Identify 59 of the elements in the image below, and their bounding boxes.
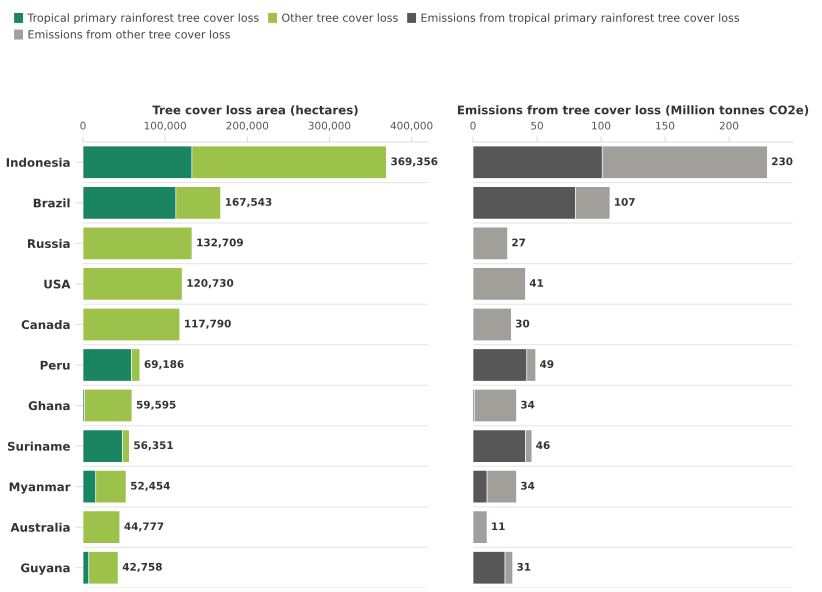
y-tick-label: Myanmar [10,482,70,494]
total-label: 369,356 [391,157,438,167]
chart-title: Emissions from tree cover loss (Million tonnes CO2e) [458,105,808,116]
y-tick-label: Guyana [20,563,70,575]
bar [83,226,192,260]
x-tick-label: 300,000 [308,122,350,131]
bar [83,510,120,544]
x-tick-label: 0 [470,122,476,130]
total-label: 41 [530,279,544,287]
total-label: 69,186 [144,360,184,370]
y-tick-label: Peru [40,360,70,370]
total-label: 31 [517,562,530,571]
x-tick-label: 150 [656,122,674,130]
total-label: 230 [772,157,792,166]
total-label: 30 [516,320,530,328]
bar [473,226,508,260]
total-label: 56,351 [134,441,173,450]
y-tick-label: Brazil [34,198,70,208]
y-tick-label: Australia [10,522,70,532]
bar [84,388,132,422]
y-tick-label: Russia [28,238,70,248]
legend-label: Other tree cover loss [282,13,398,22]
x-tick-label: 200,000 [226,122,268,131]
bar [83,308,180,342]
total-label: 49 [540,360,554,368]
total-label: 44,777 [124,522,164,532]
legend-label: Tropical primary rainforest tree cover loss [27,13,259,24]
total-label: 42,758 [122,562,162,572]
y-tick-label: USA [44,280,70,289]
x-tick-label: 100,000 [144,122,186,131]
legend-label: Emissions from other tree cover loss [28,30,230,39]
legend-label: Emissions from tropical primary rainforest tree cover loss [422,13,740,24]
bar [83,267,183,300]
total-label: 167,543 [226,198,272,208]
total-label: 117,790 [185,320,231,329]
x-tick-label: 50 [531,122,543,130]
total-label: 52,454 [131,482,170,491]
total-label: 132,709 [197,238,243,248]
y-tick-label: Canada [22,320,70,330]
bar [474,388,517,422]
bar [473,267,526,300]
total-label: 46 [536,441,550,450]
x-tick-label: 200 [720,122,738,130]
bar [473,510,488,544]
total-label: 34 [521,400,534,409]
bar [473,308,512,342]
total-label: 11 [492,522,505,530]
total-label: 27 [512,238,526,246]
chart-title: Tree cover loss area (hectares) [152,105,358,116]
y-tick-label: Indonesia [6,158,70,167]
total-label: 120,730 [187,279,234,288]
y-tick-label: Ghana [28,401,70,410]
y-tick-label: Suriname [8,442,70,451]
total-label: 107 [614,198,635,206]
total-label: 34 [521,482,534,490]
total-label: 59,595 [136,400,176,410]
x-tick-label: 100 [592,122,610,130]
x-tick-label: 0 [80,122,86,130]
x-tick-label: 400,000 [390,122,432,131]
